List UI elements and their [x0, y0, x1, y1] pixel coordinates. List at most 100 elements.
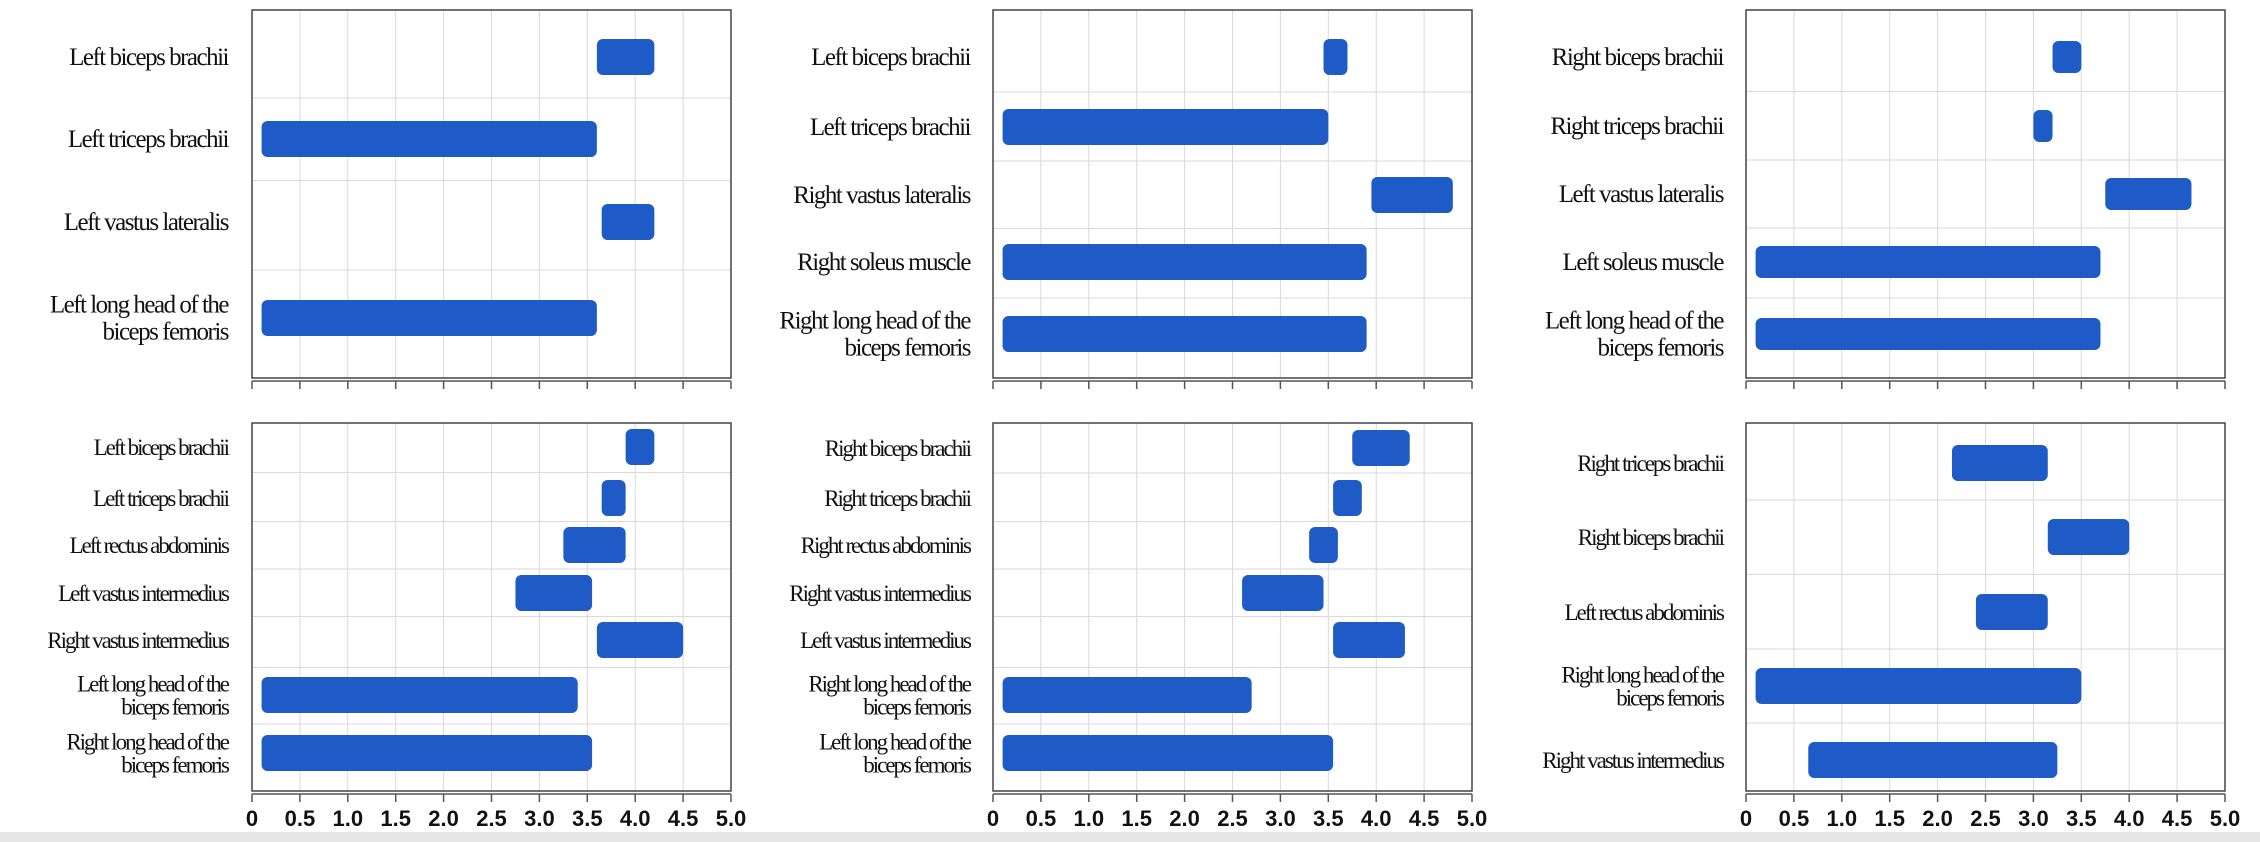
category-label: Right vastus lateralis: [793, 182, 970, 209]
bar-right-soleus-muscle: [1002, 244, 1367, 280]
x-tick-label: 0.5: [285, 806, 316, 831]
category-label: Right biceps brachii: [1578, 525, 1725, 550]
x-tick-label: 3.0: [1265, 806, 1296, 831]
category-label: Left rectus abdominis: [1564, 600, 1725, 625]
x-tick-label: 5.0: [1457, 806, 1488, 831]
x-tick-label: 3.5: [1313, 806, 1344, 831]
category-label: Left biceps brachii: [94, 435, 230, 460]
x-tick-label: 4.5: [668, 806, 699, 831]
category-label: Left long head of the biceps femoris: [50, 292, 230, 346]
x-tick-label: 4.5: [2162, 806, 2193, 831]
x-tick-label: 0: [987, 806, 999, 831]
x-tick-label: 0.5: [1779, 806, 1810, 831]
plot-frame: [992, 9, 1473, 379]
x-tick-label: 2.5: [476, 806, 507, 831]
bar-left-vastus-intermedius: [1333, 622, 1405, 658]
bar-right-long-head-of-the-biceps-femoris: [1002, 677, 1252, 713]
chart-panel-top-left: Left biceps brachii Left triceps brachii L…: [50, 9, 732, 389]
category-label: Left triceps brachii: [68, 126, 230, 153]
bar-right-biceps-brachii: [2052, 41, 2082, 73]
bar-right-triceps-brachii: [2033, 110, 2053, 142]
bar-right-vastus-intermedius: [596, 622, 684, 658]
bar-left-vastus-lateralis: [601, 204, 655, 240]
bar-right-triceps-brachii: [1951, 445, 2048, 481]
bar-left-biceps-brachii: [596, 39, 655, 75]
bar-right-long-head-of-the-biceps-femoris: [261, 735, 593, 771]
category-label: Left long head of the biceps femoris: [819, 730, 972, 778]
category-label: Left biceps brachii: [69, 44, 229, 71]
x-tick-label: 1.0: [1074, 806, 1105, 831]
x-tick-label: 2.0: [1922, 806, 1953, 831]
chart-panel-top-right: Right biceps brachii Right triceps brachi…: [1545, 9, 2226, 389]
bar-left-vastus-intermedius: [515, 575, 593, 611]
x-tick-label: 2.0: [428, 806, 459, 831]
x-tick-label: 3.0: [524, 806, 555, 831]
bar-left-long-head-of-the-biceps-femoris: [261, 677, 578, 713]
x-tick-label: 1.5: [380, 806, 411, 831]
category-label: Left vastus lateralis: [64, 209, 229, 236]
bar-left-triceps-brachii: [601, 480, 626, 516]
category-label: Right biceps brachii: [825, 436, 972, 461]
bottom-strip: [0, 832, 2260, 842]
x-tick-label: 4.0: [620, 806, 651, 831]
bar-right-biceps-brachii: [1352, 430, 1410, 466]
category-label: Left long head of the biceps femoris: [77, 672, 230, 720]
x-tick-label: 0: [1740, 806, 1752, 831]
x-tick-label: 0.5: [1026, 806, 1057, 831]
bar-left-rectus-abdominis: [1975, 594, 2048, 630]
x-tick-label: 1.0: [1827, 806, 1858, 831]
bar-left-long-head-of-the-biceps-femoris: [1755, 318, 2101, 350]
bar-left-soleus-muscle: [1755, 246, 2101, 278]
x-tick-label: 4.0: [2114, 806, 2145, 831]
plot-frame: [1745, 422, 2226, 792]
category-label: Right long head of the biceps femoris: [66, 730, 230, 778]
category-label: Right biceps brachii: [1552, 44, 1725, 71]
category-label: Right soleus muscle: [797, 249, 971, 276]
x-tick-label: 1.5: [1874, 806, 1905, 831]
x-tick-label: 1.0: [333, 806, 364, 831]
x-tick-label: 4.0: [1361, 806, 1392, 831]
x-tick-label: 3.5: [572, 806, 603, 831]
bar-left-vastus-lateralis: [2105, 178, 2192, 210]
x-tick-label: 5.0: [716, 806, 747, 831]
category-label: Left vastus intermedius: [58, 581, 230, 606]
category-label: Right rectus abdominis: [801, 533, 972, 558]
plot-frame: [251, 9, 732, 379]
x-tick-label: 2.0: [1169, 806, 1200, 831]
bar-right-vastus-lateralis: [1371, 177, 1453, 213]
x-tick-label: 2.5: [1970, 806, 2001, 831]
bar-left-long-head-of-the-biceps-femoris: [261, 300, 597, 336]
plot-frame: [1745, 9, 2226, 379]
category-label: Left long head of the biceps femoris: [1545, 308, 1725, 362]
bar-right-vastus-intermedius: [1242, 575, 1324, 611]
bar-right-long-head-of-the-biceps-femoris: [1002, 316, 1367, 352]
category-label: Right vastus intermedius: [47, 628, 230, 653]
chart-panel-bottom-right: 0 0.5 1.0 1.5 2.0 2.5 3.0 3.5 4.0 4.5 5.0 Right tri…: [1542, 422, 2241, 831]
chart-panel-bottom-left: 0 0.5 1.0 1.5 2.0 2.5 3.0 3.5 4.0 4.5 5.0 Left bice…: [47, 422, 747, 831]
bar-left-biceps-brachii: [1323, 39, 1348, 75]
bar-left-biceps-brachii: [625, 429, 655, 465]
bar-left-long-head-of-the-biceps-femoris: [1002, 735, 1334, 771]
plot-frame: [992, 422, 1473, 792]
category-label: Left rectus abdominis: [69, 533, 230, 558]
x-tick-label: 3.0: [2018, 806, 2049, 831]
category-label: Left biceps brachii: [811, 44, 971, 71]
bar-left-rectus-abdominis: [563, 527, 626, 563]
x-tick-label: 1.5: [1121, 806, 1152, 831]
x-tick-label: 2.5: [1217, 806, 1248, 831]
bar-right-triceps-brachii: [1333, 480, 1362, 516]
category-label: Left soleus muscle: [1563, 249, 1725, 276]
x-tick-label: 0: [246, 806, 258, 831]
category-label: Right triceps brachii: [824, 486, 971, 511]
x-tick-label: 4.5: [1409, 806, 1440, 831]
category-label: Right long head of the biceps femoris: [808, 672, 972, 720]
x-tick-label: 5.0: [2210, 806, 2241, 831]
category-label: Right long head of the biceps femoris: [779, 308, 971, 362]
category-label: Right triceps brachii: [1550, 113, 1724, 140]
category-label: Right vastus intermedius: [1542, 748, 1725, 773]
category-label: Left vastus intermedius: [800, 628, 972, 653]
category-label: Left triceps brachii: [93, 486, 230, 511]
bar-left-triceps-brachii: [261, 121, 597, 157]
category-label: Left triceps brachii: [810, 114, 972, 141]
